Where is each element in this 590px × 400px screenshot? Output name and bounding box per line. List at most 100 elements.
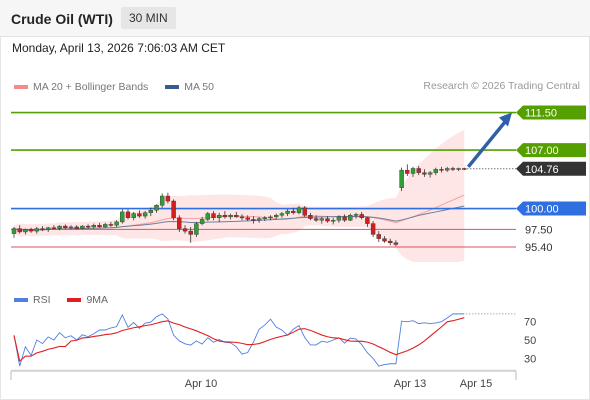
- candle-63: [370, 221, 376, 237]
- candle-74: [433, 167, 438, 176]
- candle-5: [40, 226, 45, 232]
- candle-10: [68, 225, 74, 230]
- level-label-0: 111.50: [516, 105, 586, 120]
- level-label-text-3: 100.00: [525, 204, 559, 216]
- candle-body: [182, 228, 188, 232]
- candle-body: [410, 168, 416, 174]
- candle-29: [177, 215, 182, 232]
- candle-44: [262, 216, 267, 222]
- candle-body: [370, 223, 376, 235]
- candle-body: [57, 225, 62, 229]
- candle-body: [296, 207, 302, 213]
- legend-item-ma20: MA 20 + Bollinger Bands: [14, 81, 148, 93]
- candle-body: [34, 228, 39, 232]
- legend-label-ma20: MA 20 + Bollinger Bands: [33, 81, 149, 93]
- legend-label-ma50: MA 50: [184, 81, 214, 93]
- candle-body: [251, 219, 256, 221]
- candle-body: [433, 169, 438, 173]
- candle-body: [205, 213, 211, 220]
- candle-49: [291, 207, 296, 215]
- candle-body: [279, 213, 285, 216]
- candle-body: [462, 168, 467, 170]
- candle-27: [165, 192, 171, 204]
- candle-body: [142, 212, 148, 217]
- candle-body: [376, 234, 381, 239]
- candle-body: [51, 227, 57, 229]
- candle-75: [439, 166, 444, 173]
- candle-body: [342, 216, 347, 221]
- candle-body: [68, 226, 74, 229]
- candle-body: [23, 229, 28, 233]
- candle-51: [302, 206, 307, 217]
- candle-body: [393, 242, 399, 245]
- level-label-text-0: 111.50: [525, 108, 557, 120]
- candle-body: [80, 225, 85, 229]
- candle-38: [228, 213, 233, 220]
- candle-66: [388, 238, 393, 246]
- candle-43: [256, 216, 262, 223]
- timeframe-button[interactable]: 30 MIN: [121, 7, 176, 29]
- candle-12: [80, 225, 85, 230]
- candle-69: [405, 164, 410, 176]
- rsi-tick-2: 30: [524, 354, 536, 366]
- candle-body: [125, 211, 131, 218]
- candle-22: [137, 210, 142, 218]
- level-label-5: 95.40: [525, 242, 553, 254]
- candle-54: [319, 216, 324, 224]
- candle-70: [410, 166, 416, 177]
- candle-body: [331, 220, 336, 222]
- candle-26: [159, 193, 165, 208]
- candle-body: [40, 228, 45, 230]
- candle-23: [142, 211, 148, 219]
- candle-body: [46, 227, 51, 230]
- candle-11: [74, 225, 79, 230]
- candle-53: [313, 215, 319, 222]
- level-label-bg-0: [516, 105, 586, 120]
- main-legend: MA 20 + Bollinger Bands MA 50: [14, 80, 228, 93]
- candle-45: [268, 215, 273, 221]
- candle-16: [102, 222, 108, 228]
- candle-24: [148, 207, 154, 217]
- candle-15: [97, 222, 102, 228]
- level-label-bg-3: [516, 201, 586, 216]
- ma50-line: [13, 205, 465, 231]
- candle-42: [251, 216, 256, 224]
- datetime-label: Monday, April 13, 2026 7:06:03 AM CET: [12, 41, 226, 55]
- candle-body: [388, 240, 393, 243]
- legend-item-9ma: 9MA: [67, 294, 108, 306]
- level-label-1: 107.00: [516, 143, 586, 158]
- candle-58: [342, 214, 347, 222]
- candle-body: [85, 225, 91, 228]
- candle-body: [120, 211, 125, 223]
- level-label-3: 100.00: [516, 201, 586, 216]
- candle-body: [365, 217, 370, 224]
- candle-body: [285, 210, 290, 214]
- level-label-bg-1: [516, 143, 586, 158]
- candle-body: [216, 215, 222, 218]
- candle-60: [353, 212, 359, 219]
- candle-25: [154, 204, 159, 213]
- candle-77: [450, 166, 456, 171]
- candle-57: [336, 215, 342, 223]
- legend-label-rsi: RSI: [33, 294, 51, 306]
- legend-item-rsi: RSI: [14, 294, 51, 306]
- legend-swatch-9ma: [67, 298, 82, 302]
- candle-32: [194, 221, 199, 237]
- candle-64: [376, 231, 381, 242]
- candle-body: [222, 215, 228, 218]
- candle-body: [211, 213, 216, 218]
- candle-50: [296, 206, 302, 215]
- candle-35: [211, 211, 216, 221]
- level-label-text-2: 104.76: [525, 164, 559, 176]
- candle-body: [199, 219, 205, 224]
- candle-65: [382, 236, 387, 243]
- candle-48: [285, 209, 290, 217]
- candle-78: [456, 167, 461, 171]
- candle-1: [17, 225, 22, 234]
- candle-body: [234, 215, 239, 218]
- candle-body: [291, 210, 296, 213]
- candle-19: [120, 209, 125, 224]
- candle-79: [462, 167, 467, 171]
- candle-7: [51, 225, 57, 230]
